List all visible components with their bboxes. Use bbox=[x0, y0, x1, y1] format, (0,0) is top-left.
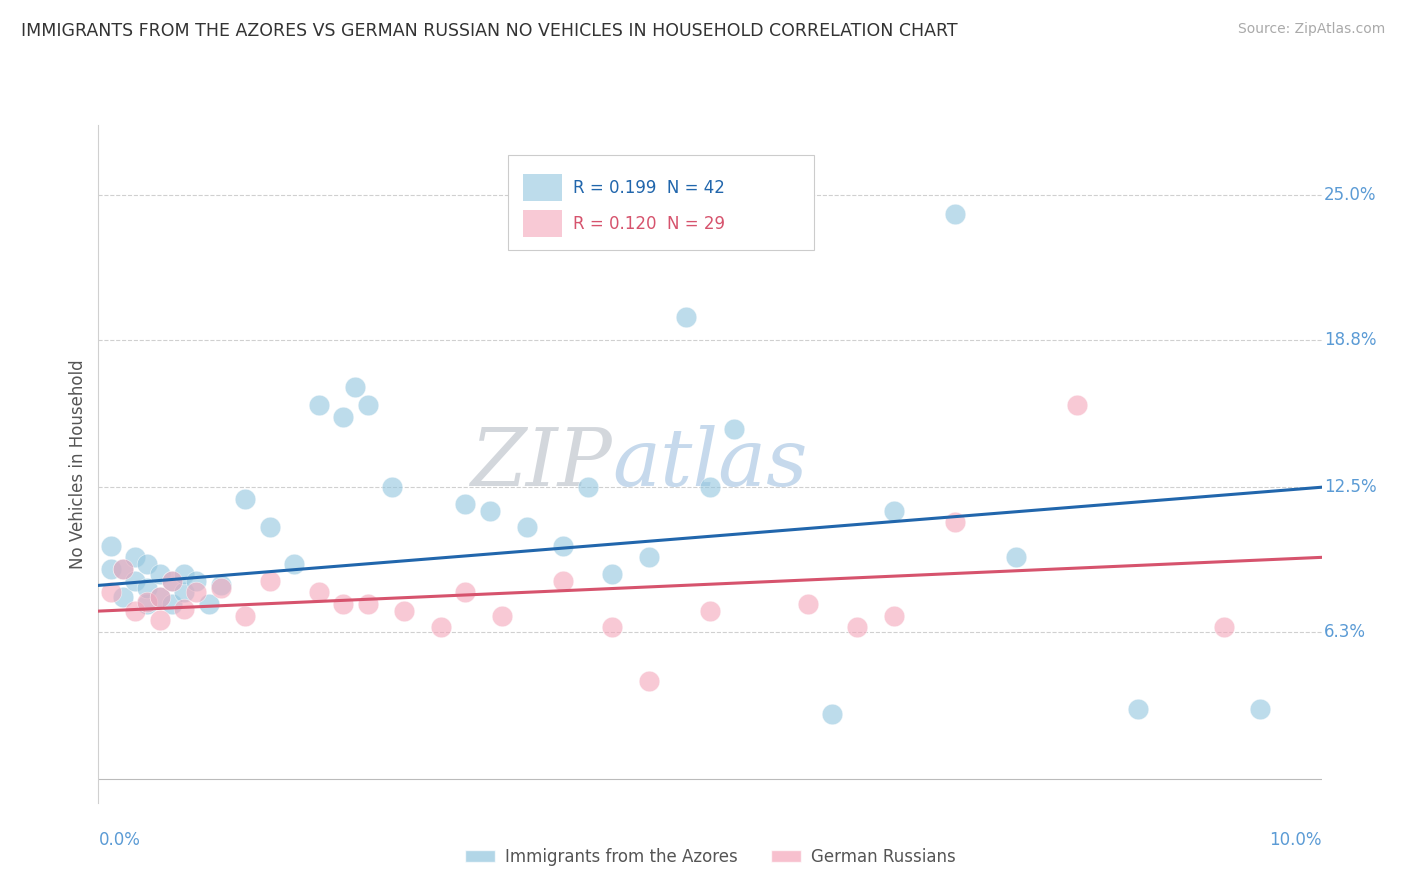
Point bbox=[136, 595, 159, 609]
Point bbox=[209, 578, 232, 592]
Text: IMMIGRANTS FROM THE AZORES VS GERMAN RUSSIAN NO VEHICLES IN HOUSEHOLD CORRELATIO: IMMIGRANTS FROM THE AZORES VS GERMAN RUS… bbox=[21, 22, 957, 40]
Point bbox=[553, 539, 575, 553]
Point bbox=[149, 590, 172, 604]
Point bbox=[699, 604, 721, 618]
Point bbox=[136, 581, 159, 595]
Point bbox=[332, 597, 354, 611]
Point bbox=[124, 550, 146, 565]
Point bbox=[308, 398, 330, 412]
Text: R = 0.199  N = 42: R = 0.199 N = 42 bbox=[574, 179, 725, 197]
Point bbox=[454, 497, 477, 511]
Point bbox=[259, 574, 281, 588]
Point bbox=[173, 566, 195, 581]
FancyBboxPatch shape bbox=[523, 211, 562, 237]
Point bbox=[943, 516, 966, 530]
Point bbox=[111, 562, 134, 576]
Point bbox=[576, 480, 599, 494]
Point bbox=[1249, 702, 1271, 716]
Point bbox=[149, 614, 172, 628]
Text: atlas: atlas bbox=[612, 425, 807, 502]
Point bbox=[1066, 398, 1088, 412]
Point bbox=[186, 585, 208, 599]
Point bbox=[111, 590, 134, 604]
Point bbox=[454, 585, 477, 599]
Point bbox=[516, 520, 538, 534]
Point bbox=[821, 706, 844, 721]
Text: R = 0.120  N = 29: R = 0.120 N = 29 bbox=[574, 215, 725, 233]
Point bbox=[1212, 620, 1234, 634]
Text: 12.5%: 12.5% bbox=[1324, 478, 1376, 496]
Point bbox=[100, 539, 122, 553]
Y-axis label: No Vehicles in Household: No Vehicles in Household bbox=[69, 359, 87, 569]
Legend: Immigrants from the Azores, German Russians: Immigrants from the Azores, German Russi… bbox=[458, 841, 962, 872]
Point bbox=[136, 558, 159, 572]
Point bbox=[173, 585, 195, 599]
Point bbox=[491, 608, 513, 623]
Point bbox=[209, 581, 232, 595]
Point bbox=[478, 503, 501, 517]
Point bbox=[637, 550, 661, 565]
Text: ZIP: ZIP bbox=[471, 425, 612, 502]
Point bbox=[356, 398, 378, 412]
Point bbox=[392, 604, 416, 618]
Point bbox=[600, 566, 623, 581]
Point bbox=[553, 574, 575, 588]
Point bbox=[430, 620, 453, 634]
Point bbox=[173, 601, 195, 615]
Point bbox=[283, 558, 305, 572]
Point bbox=[124, 574, 146, 588]
Text: 10.0%: 10.0% bbox=[1270, 830, 1322, 849]
Point bbox=[943, 207, 966, 221]
Point bbox=[344, 380, 367, 394]
Point bbox=[1004, 550, 1026, 565]
Point bbox=[160, 574, 183, 588]
Point bbox=[637, 674, 661, 689]
Point bbox=[197, 597, 219, 611]
Point bbox=[883, 608, 905, 623]
Point bbox=[160, 574, 183, 588]
Point bbox=[699, 480, 721, 494]
Point bbox=[259, 520, 281, 534]
Point bbox=[100, 585, 122, 599]
Point bbox=[883, 503, 905, 517]
Text: Source: ZipAtlas.com: Source: ZipAtlas.com bbox=[1237, 22, 1385, 37]
Point bbox=[332, 410, 354, 425]
Point bbox=[111, 562, 134, 576]
Point bbox=[845, 620, 868, 634]
Point bbox=[233, 491, 256, 506]
Text: 0.0%: 0.0% bbox=[98, 830, 141, 849]
Point bbox=[723, 422, 745, 436]
FancyBboxPatch shape bbox=[508, 155, 814, 251]
Point bbox=[136, 597, 159, 611]
Text: 6.3%: 6.3% bbox=[1324, 624, 1367, 641]
Point bbox=[308, 585, 330, 599]
Point bbox=[186, 574, 208, 588]
Point bbox=[160, 597, 183, 611]
Point bbox=[233, 608, 256, 623]
Point bbox=[149, 590, 172, 604]
Point bbox=[1128, 702, 1150, 716]
Point bbox=[675, 310, 697, 324]
Point bbox=[381, 480, 404, 494]
Point bbox=[149, 566, 172, 581]
FancyBboxPatch shape bbox=[523, 174, 562, 202]
Point bbox=[356, 597, 378, 611]
Point bbox=[600, 620, 623, 634]
Point bbox=[124, 604, 146, 618]
Text: 18.8%: 18.8% bbox=[1324, 331, 1376, 349]
Point bbox=[100, 562, 122, 576]
Text: 25.0%: 25.0% bbox=[1324, 186, 1376, 204]
Point bbox=[797, 597, 820, 611]
